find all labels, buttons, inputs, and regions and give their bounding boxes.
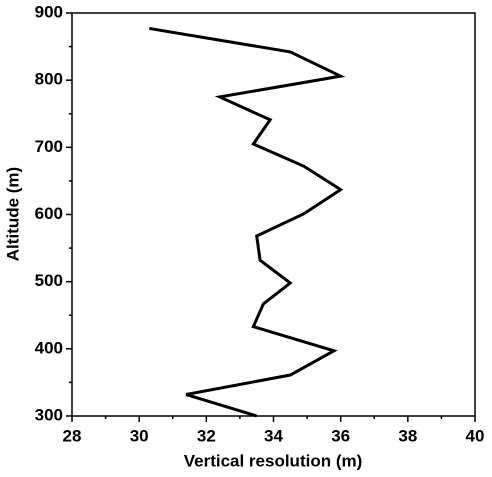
x-tick-label: 32 xyxy=(197,426,216,445)
y-axis-label: Altitude (m) xyxy=(3,167,22,261)
y-tick-label: 500 xyxy=(35,271,63,290)
x-axis-label: Vertical resolution (m) xyxy=(184,451,363,470)
x-tick-label: 40 xyxy=(466,426,485,445)
y-tick-label: 700 xyxy=(35,137,63,156)
y-tick-label: 900 xyxy=(35,2,63,21)
y-tick-label: 600 xyxy=(35,204,63,223)
x-tick-label: 38 xyxy=(398,426,417,445)
x-tick-label: 30 xyxy=(130,426,149,445)
x-tick-label: 36 xyxy=(331,426,350,445)
x-tick-label: 28 xyxy=(63,426,82,445)
data-line xyxy=(148,26,346,418)
plot-frame xyxy=(71,12,476,417)
y-tick-label: 300 xyxy=(35,405,63,424)
y-tick-label: 800 xyxy=(35,70,63,89)
x-tick-label: 34 xyxy=(264,426,283,445)
y-tick-label: 400 xyxy=(35,338,63,357)
